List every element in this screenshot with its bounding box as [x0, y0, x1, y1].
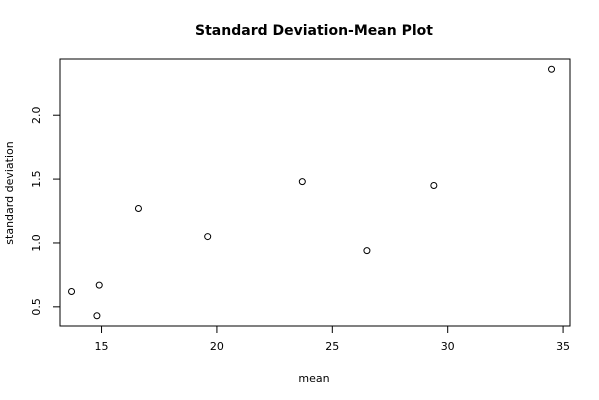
data-point [430, 181, 438, 189]
data-point [548, 65, 556, 73]
x-tick-label: 25 [325, 340, 339, 353]
data-point [298, 178, 306, 186]
data-point [93, 312, 101, 320]
data-point [68, 288, 76, 296]
x-axis: 15 20 25 30 35 [95, 325, 570, 353]
y-tick-label: 0.5 [30, 298, 43, 316]
y-axis: 0.5 1.0 1.5 2.0 [30, 106, 61, 316]
y-tick-label: 2.0 [30, 106, 43, 124]
x-axis-label: mean [298, 372, 329, 385]
plot-frame [59, 58, 571, 327]
x-tick-label: 35 [556, 340, 570, 353]
data-point [204, 233, 212, 241]
x-tick-label: 20 [210, 340, 224, 353]
x-tick-label: 15 [95, 340, 109, 353]
data-point [134, 204, 142, 212]
chart-title: Standard Deviation-Mean Plot [195, 23, 433, 39]
y-tick-label: 1.5 [30, 170, 43, 188]
data-points [68, 65, 556, 320]
y-axis-label: standard deviation [3, 141, 16, 244]
data-point [95, 281, 103, 289]
x-tick-label: 30 [441, 340, 455, 353]
y-tick-label: 1.0 [30, 234, 43, 252]
data-point [363, 247, 371, 255]
